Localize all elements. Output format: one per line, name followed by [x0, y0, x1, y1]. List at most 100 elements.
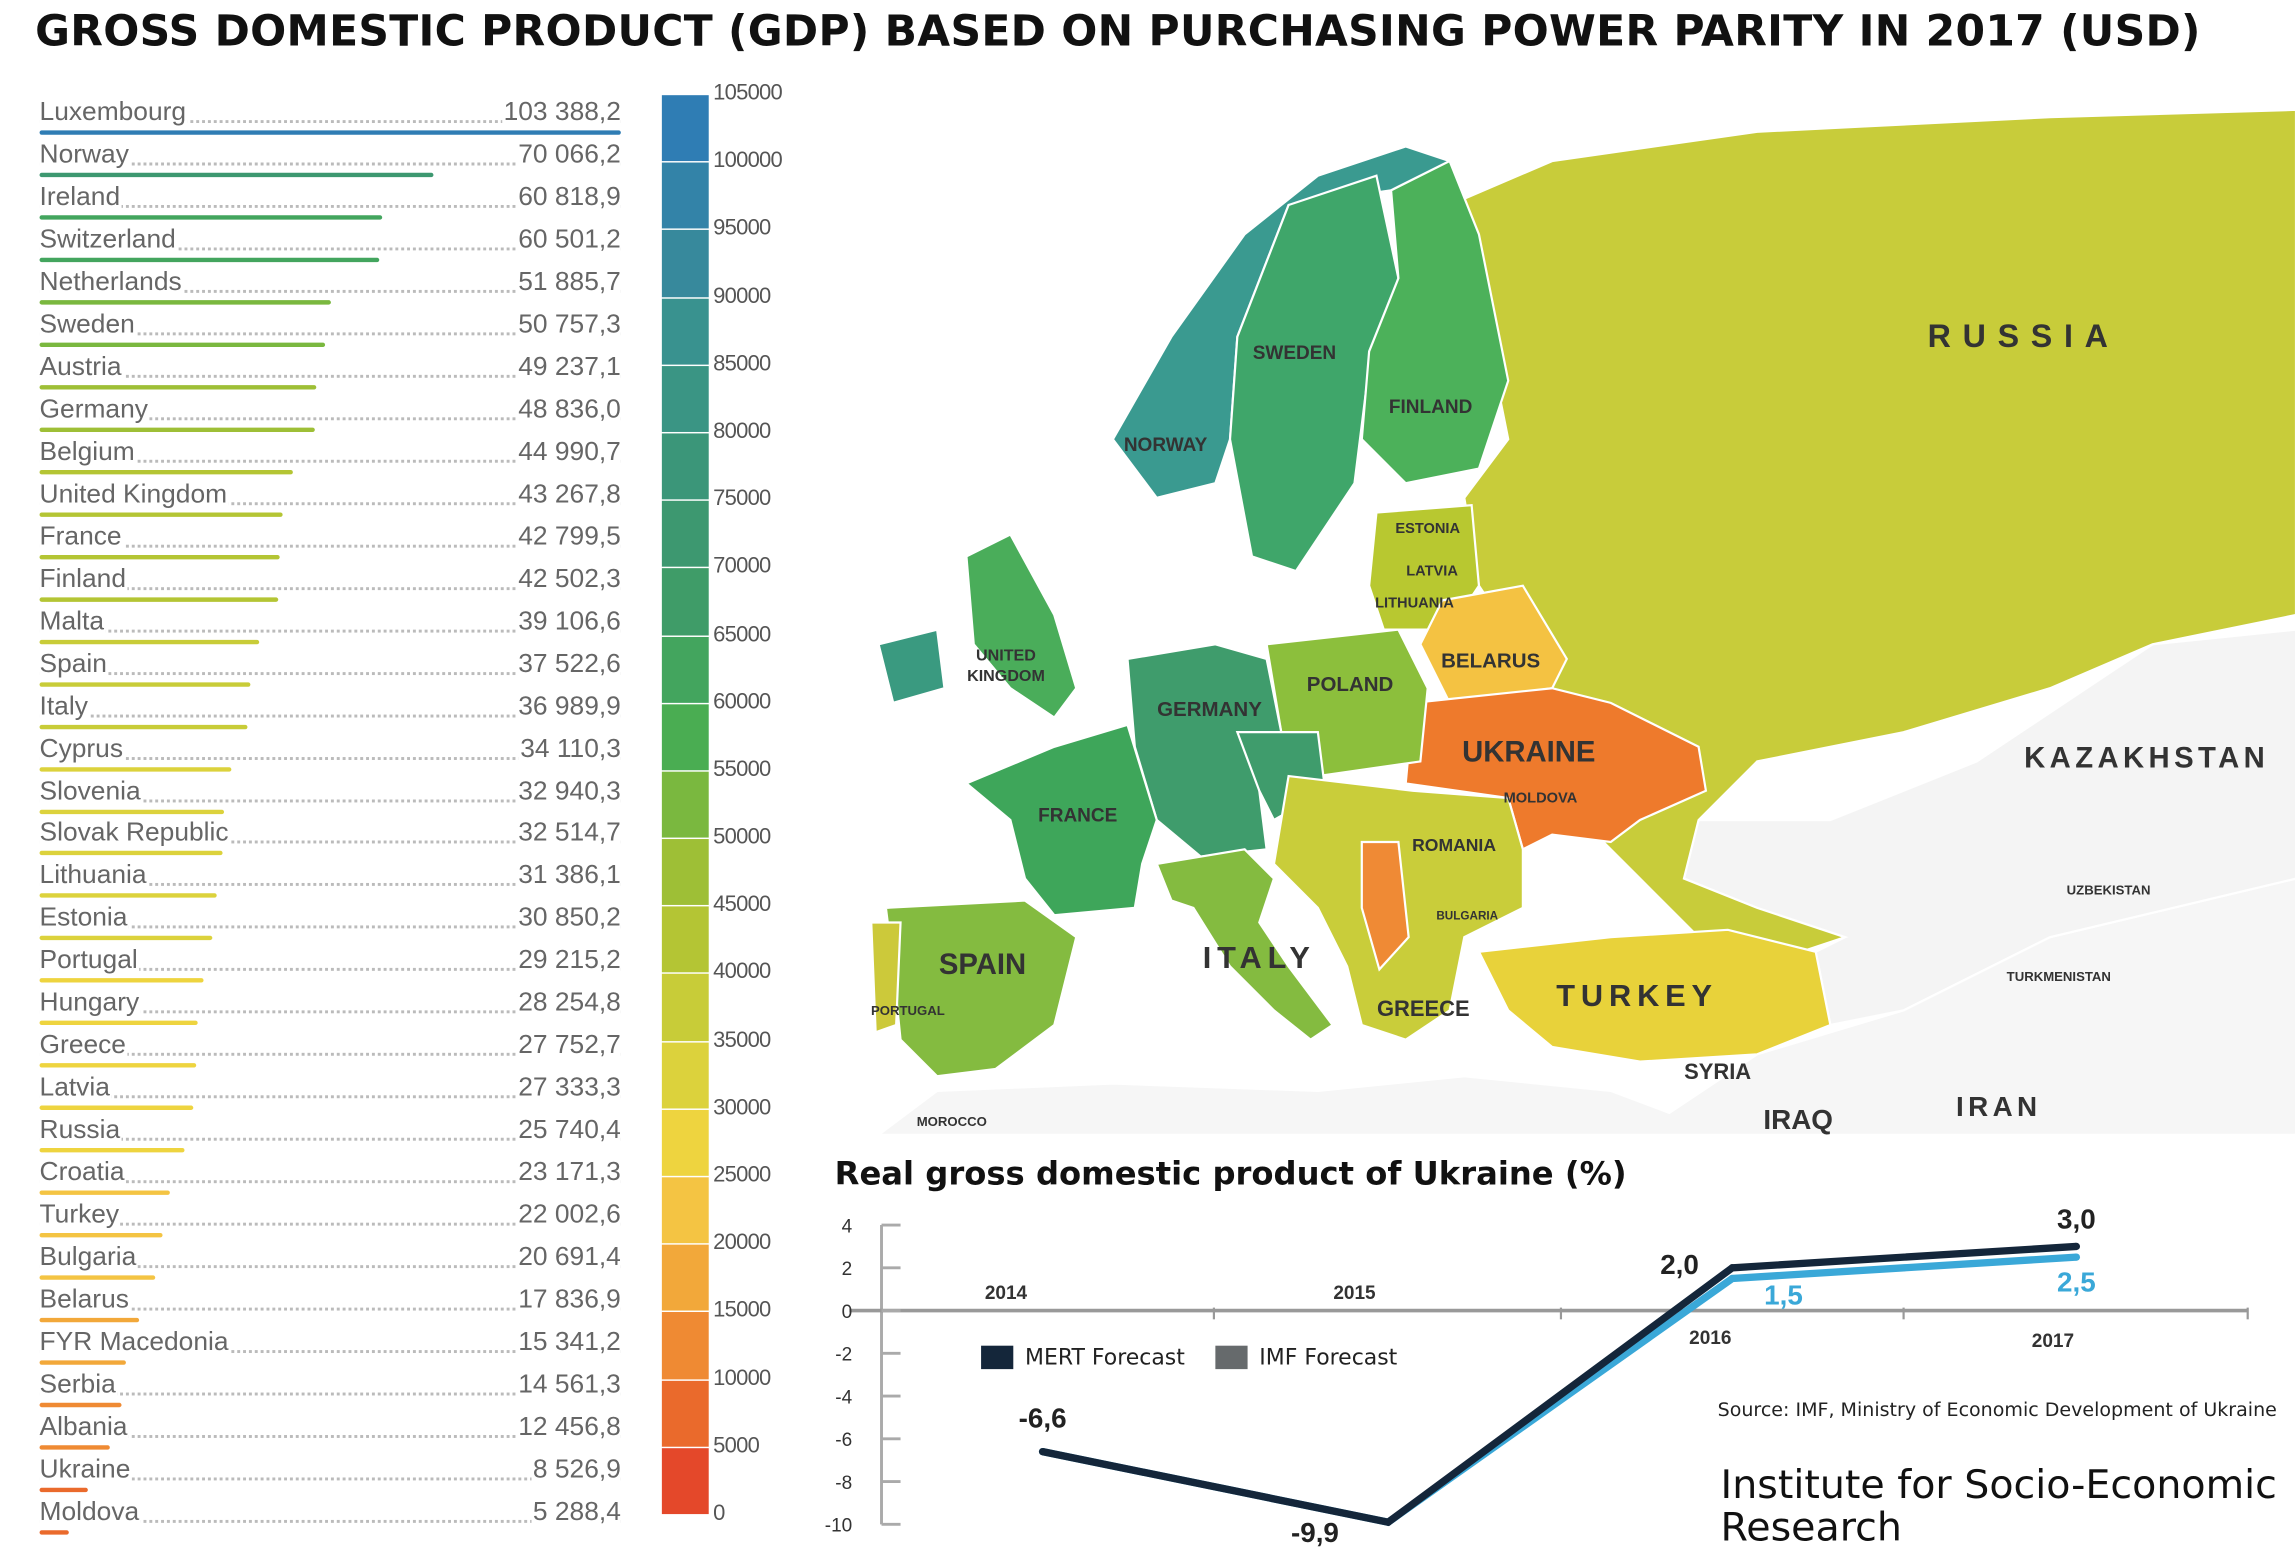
- color-scale-step: [661, 433, 709, 500]
- gdp-value: 14 561,3: [516, 1369, 621, 1401]
- gdp-bar: [39, 1530, 70, 1535]
- gdp-bar: [39, 469, 293, 475]
- gdp-value: 34 110,3: [518, 732, 621, 764]
- country-portugal: [870, 921, 902, 1034]
- country-name: Cyprus: [39, 732, 125, 764]
- map-label: FRANCE: [1038, 805, 1117, 826]
- x-tick-label: 2016: [1689, 1328, 1731, 1349]
- ranking-row: Sweden 50 757,3: [39, 308, 621, 351]
- ranking-row: Croatia 23 171,3: [39, 1157, 621, 1199]
- leader-dots: [39, 926, 621, 929]
- x-tick-label: 2014: [985, 1283, 1028, 1304]
- map-label: PORTUGAL: [871, 1003, 945, 1018]
- ranking-row: Norway 70 066,2: [39, 139, 621, 181]
- country-ukraine: [1404, 687, 1708, 851]
- country-turkey: [1477, 928, 1832, 1063]
- leader-dots: [39, 1519, 621, 1523]
- country-name: Moldova: [39, 1496, 141, 1528]
- gdp-value: 49 237,1: [516, 351, 621, 382]
- gdp-value: 28 254,8: [516, 987, 621, 1019]
- color-scale-step: [661, 298, 709, 365]
- color-scale-step: [661, 1042, 709, 1109]
- gdp-value: 25 740,4: [516, 1114, 621, 1146]
- gdp-bar: [39, 342, 325, 347]
- color-scale-step: [661, 1177, 709, 1244]
- country-name: Russia: [39, 1114, 122, 1146]
- gdp-value: 32 514,7: [516, 817, 621, 849]
- ranking-row: Switzerland 60 501,2: [39, 223, 621, 266]
- country-name: Italy: [39, 690, 90, 722]
- data-point: [2072, 1242, 2081, 1251]
- leader-dots: [39, 1180, 621, 1184]
- map-label: IRAQ: [1763, 1104, 1833, 1135]
- ranking-row: Moldova 5 288,4: [39, 1496, 621, 1539]
- color-scale-tick: 10000: [713, 1365, 771, 1391]
- leader-dots: [39, 204, 621, 208]
- ranking-row: Greece 27 752,7: [39, 1029, 621, 1072]
- country-name: Norway: [39, 139, 131, 170]
- color-scale-tick: 15000: [713, 1297, 771, 1323]
- color-scale-tick: 65000: [713, 621, 771, 647]
- legend-swatch-imf: [1215, 1345, 1248, 1370]
- country-name: Serbia: [39, 1369, 118, 1401]
- gdp-bar: [39, 936, 213, 941]
- leader-dots: [39, 459, 621, 463]
- map-label: SWEDEN: [1253, 343, 1336, 364]
- map-label: NORWAY: [1124, 435, 1208, 456]
- data-point: [2072, 1253, 2081, 1261]
- gdp-bar: [39, 978, 204, 984]
- gdp-bar: [39, 724, 248, 729]
- color-scale-step: [661, 1312, 709, 1379]
- color-scale-step: [661, 636, 709, 703]
- color-scale-step: [661, 1244, 709, 1312]
- color-scale-step: [661, 230, 709, 297]
- legend-imf: IMF Forecast: [1215, 1344, 1397, 1371]
- y-tick-label: -8: [835, 1473, 852, 1494]
- country-name: Netherlands: [39, 266, 184, 298]
- data-point: [1728, 1264, 1736, 1272]
- country-name: Switzerland: [39, 223, 178, 255]
- color-scale-step: [661, 1109, 709, 1176]
- ranking-row: Germany 48 836,0: [39, 393, 621, 436]
- data-point: [1384, 1518, 1392, 1526]
- gdp-value: 8 526,9: [531, 1454, 621, 1485]
- leader-dots: [39, 671, 621, 675]
- country-serbia: [1360, 840, 1410, 972]
- country-name: Austria: [39, 351, 124, 382]
- ranking-row: France 42 799,5: [39, 520, 621, 563]
- gdp-bar: [39, 1487, 88, 1493]
- ranking-row: Netherlands 51 885,7: [39, 266, 621, 308]
- color-scale-step: [661, 162, 709, 229]
- map-label: UZBEKISTAN: [2067, 883, 2151, 898]
- country-france: [964, 723, 1158, 917]
- color-scale-tick: 30000: [713, 1095, 771, 1120]
- leader-dots: [39, 120, 621, 124]
- country-name: Albania: [39, 1411, 129, 1443]
- ranking-row: Lithuania 31 386,1: [39, 860, 621, 902]
- country-name: Sweden: [39, 308, 137, 340]
- gdp-bar: [39, 172, 434, 178]
- color-scale-tick: 90000: [713, 283, 771, 309]
- leader-dots: [39, 1435, 621, 1439]
- data-point: [1728, 1274, 1736, 1283]
- gdp-bar: [39, 1360, 126, 1365]
- leader-dots: [39, 374, 621, 378]
- gdp-value: 29 215,2: [516, 945, 621, 976]
- y-tick-label: -2: [835, 1345, 852, 1366]
- color-scale-tick: 45000: [713, 892, 771, 918]
- country-name: Hungary: [39, 987, 141, 1019]
- x-tick-label: 2015: [1333, 1283, 1376, 1304]
- y-tick-label: 2: [842, 1259, 853, 1280]
- gdp-value: 70 066,2: [516, 139, 621, 170]
- map-label: ROMANIA: [1412, 835, 1496, 855]
- color-scale-tick: 70000: [713, 553, 771, 579]
- y-tick-label: -10: [825, 1516, 852, 1537]
- color-scale-step: [661, 906, 709, 973]
- gdp-bar: [39, 1105, 194, 1111]
- map-label: GREECE: [1377, 996, 1470, 1021]
- map-label: BELARUS: [1441, 650, 1540, 673]
- color-scale-step: [661, 771, 709, 838]
- gdp-bar: [39, 1445, 110, 1450]
- color-scale-step: [661, 95, 709, 162]
